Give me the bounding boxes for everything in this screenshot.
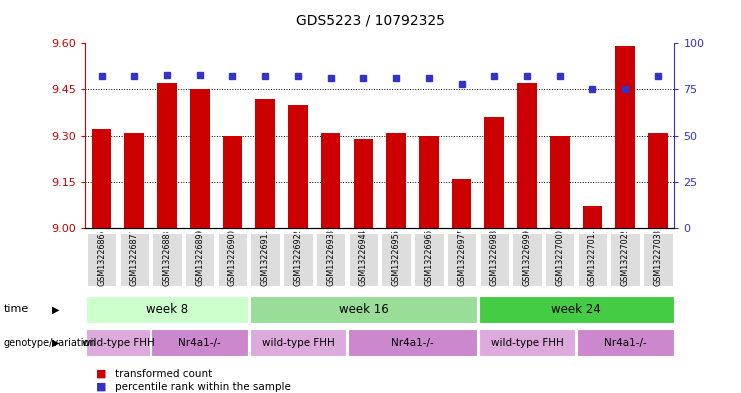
Text: GSM1322689: GSM1322689 — [196, 233, 205, 286]
Text: GSM1322700: GSM1322700 — [555, 233, 564, 286]
Text: GSM1322696: GSM1322696 — [425, 233, 433, 286]
Text: GSM1322702: GSM1322702 — [621, 233, 630, 286]
Text: ■: ■ — [96, 382, 107, 392]
Bar — [86, 329, 150, 356]
Text: GSM1322693: GSM1322693 — [326, 233, 335, 286]
FancyBboxPatch shape — [447, 233, 476, 286]
Text: week 16: week 16 — [339, 303, 388, 316]
Text: GSM1322687: GSM1322687 — [130, 233, 139, 286]
Bar — [86, 296, 248, 323]
Text: wild-type FHH: wild-type FHH — [491, 338, 563, 348]
Text: ▶: ▶ — [52, 305, 59, 314]
Text: GSM1322690: GSM1322690 — [228, 233, 237, 286]
Text: GSM1322698: GSM1322698 — [490, 233, 499, 286]
Bar — [157, 83, 177, 228]
Text: percentile rank within the sample: percentile rank within the sample — [115, 382, 290, 392]
FancyBboxPatch shape — [316, 233, 345, 286]
FancyBboxPatch shape — [512, 233, 542, 286]
FancyBboxPatch shape — [479, 233, 509, 286]
Bar — [648, 132, 668, 228]
Text: Nr4a1-/-: Nr4a1-/- — [179, 338, 221, 348]
Bar — [250, 329, 346, 356]
Bar — [348, 329, 477, 356]
Text: GSM1322703: GSM1322703 — [654, 233, 662, 286]
FancyBboxPatch shape — [611, 233, 640, 286]
FancyBboxPatch shape — [414, 233, 444, 286]
Bar — [190, 90, 210, 228]
FancyBboxPatch shape — [250, 233, 280, 286]
FancyBboxPatch shape — [119, 233, 149, 286]
Text: GSM1322688: GSM1322688 — [162, 233, 171, 286]
Text: ▶: ▶ — [52, 338, 59, 348]
Text: week 24: week 24 — [551, 303, 601, 316]
FancyBboxPatch shape — [153, 233, 182, 286]
Bar — [321, 132, 341, 228]
Bar — [582, 206, 602, 228]
Text: GSM1322695: GSM1322695 — [392, 233, 401, 286]
Text: GSM1322699: GSM1322699 — [522, 233, 531, 286]
Text: Nr4a1-/-: Nr4a1-/- — [604, 338, 647, 348]
Text: transformed count: transformed count — [115, 369, 212, 379]
FancyBboxPatch shape — [382, 233, 411, 286]
FancyBboxPatch shape — [349, 233, 378, 286]
Bar — [92, 129, 111, 228]
Text: GDS5223 / 10792325: GDS5223 / 10792325 — [296, 14, 445, 28]
Bar — [452, 179, 471, 228]
Bar — [615, 46, 635, 228]
Bar — [386, 132, 406, 228]
FancyBboxPatch shape — [578, 233, 607, 286]
Text: GSM1322694: GSM1322694 — [359, 233, 368, 286]
Bar — [256, 99, 275, 228]
Bar — [517, 83, 536, 228]
Bar — [222, 136, 242, 228]
Text: time: time — [4, 305, 29, 314]
Text: Nr4a1-/-: Nr4a1-/- — [391, 338, 434, 348]
Bar — [479, 296, 674, 323]
FancyBboxPatch shape — [283, 233, 313, 286]
FancyBboxPatch shape — [87, 233, 116, 286]
Bar — [485, 117, 504, 228]
Bar — [576, 329, 674, 356]
Text: GSM1322686: GSM1322686 — [97, 233, 106, 286]
Bar — [479, 329, 576, 356]
FancyBboxPatch shape — [185, 233, 214, 286]
Text: GSM1322701: GSM1322701 — [588, 233, 597, 286]
FancyBboxPatch shape — [218, 233, 247, 286]
Bar — [288, 105, 308, 228]
Text: GSM1322691: GSM1322691 — [261, 233, 270, 286]
Text: GSM1322697: GSM1322697 — [457, 233, 466, 286]
Bar — [151, 329, 248, 356]
Text: wild-type FHH: wild-type FHH — [82, 338, 154, 348]
Bar — [550, 136, 570, 228]
Bar — [250, 296, 477, 323]
FancyBboxPatch shape — [643, 233, 673, 286]
Text: genotype/variation: genotype/variation — [4, 338, 96, 348]
Bar — [353, 139, 373, 228]
Text: ■: ■ — [96, 369, 107, 379]
Text: GSM1322692: GSM1322692 — [293, 233, 302, 286]
Text: wild-type FHH: wild-type FHH — [262, 338, 334, 348]
FancyBboxPatch shape — [545, 233, 574, 286]
Bar — [419, 136, 439, 228]
Bar — [124, 132, 144, 228]
Text: week 8: week 8 — [146, 303, 188, 316]
